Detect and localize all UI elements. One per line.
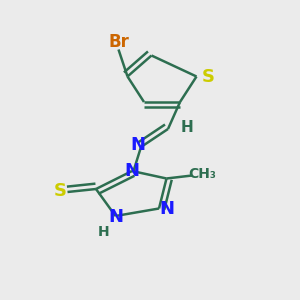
- Text: CH₃: CH₃: [189, 167, 216, 181]
- Text: H: H: [98, 226, 109, 239]
- Text: N: N: [159, 200, 174, 217]
- Text: Br: Br: [108, 33, 129, 51]
- Text: N: N: [108, 208, 123, 226]
- Text: N: N: [124, 162, 140, 180]
- Text: S: S: [53, 182, 67, 200]
- Text: S: S: [201, 68, 214, 85]
- Text: N: N: [130, 136, 146, 154]
- Text: H: H: [181, 120, 194, 135]
